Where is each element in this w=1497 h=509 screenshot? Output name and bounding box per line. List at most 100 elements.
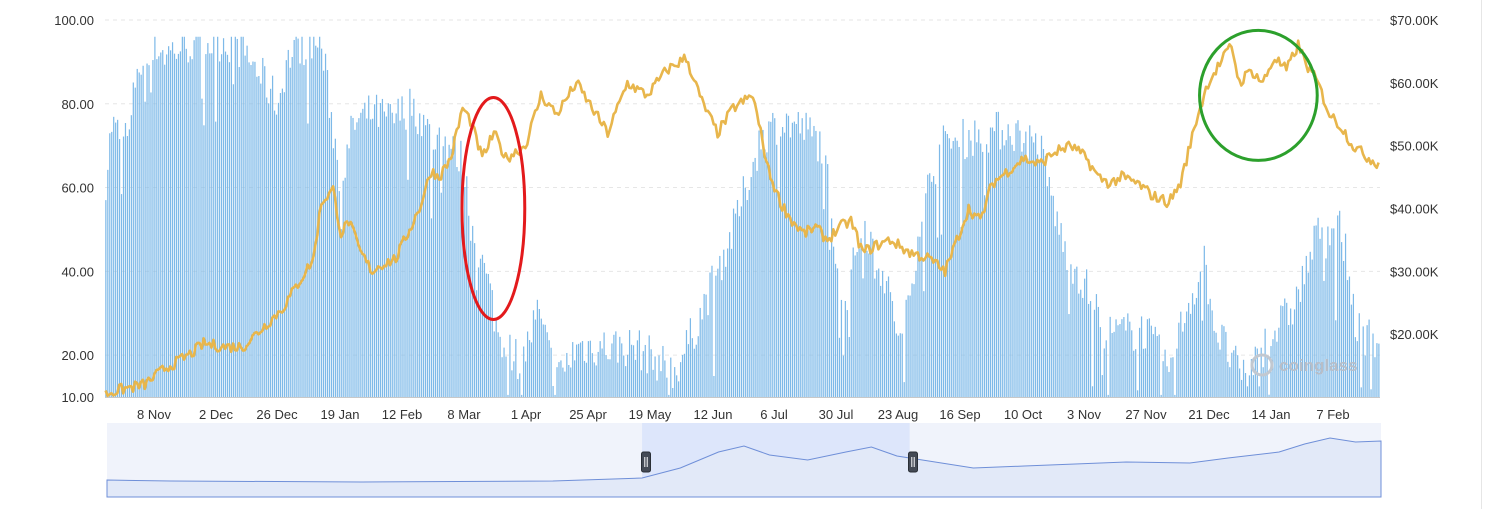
volume-bar <box>403 118 405 397</box>
volume-bar <box>1152 334 1154 397</box>
right-tick-label: $30.00K <box>1390 264 1439 279</box>
volume-bar <box>505 356 507 397</box>
volume-bar <box>550 347 552 397</box>
volume-bar <box>801 118 803 398</box>
volume-bar <box>1335 320 1337 397</box>
volume-bar <box>1319 238 1321 397</box>
volume-bar <box>1170 357 1172 397</box>
volume-bar <box>1366 325 1368 397</box>
x-tick-label: 6 Jul <box>760 407 788 422</box>
navigator-handle-grip[interactable] <box>641 451 651 473</box>
volume-bar <box>1225 331 1227 397</box>
navigator[interactable] <box>106 423 1382 498</box>
volume-bar <box>936 237 939 397</box>
volume-bar <box>899 333 901 397</box>
volume-bar <box>299 63 301 398</box>
volume-bar <box>279 93 282 397</box>
volume-bar <box>923 291 925 397</box>
volume-bar <box>1227 361 1229 397</box>
volume-bar <box>1186 311 1188 397</box>
navigator-handle-right[interactable] <box>908 451 918 473</box>
volume-bar <box>468 215 470 397</box>
volume-bar <box>338 191 340 397</box>
volume-bar <box>472 225 474 397</box>
x-tick-label: 27 Nov <box>1125 407 1167 422</box>
volume-bar <box>342 180 344 397</box>
volume-bar <box>903 382 905 397</box>
volume-bar <box>538 309 540 397</box>
volume-bar <box>477 267 480 397</box>
volume-bar <box>609 359 611 397</box>
grid <box>105 19 1380 398</box>
volume-bar <box>1276 341 1278 397</box>
volume-bar <box>1021 151 1023 397</box>
volume-bar <box>919 236 921 397</box>
volume-bar <box>972 155 974 397</box>
volume-bar <box>260 83 262 397</box>
volume-bar <box>1219 349 1221 397</box>
volume-bar <box>1097 306 1100 397</box>
volume-bar <box>1268 394 1270 397</box>
volume-bar <box>689 318 692 397</box>
volume-bar <box>1189 313 1192 397</box>
volume-bar <box>1111 332 1113 397</box>
volume-bar <box>1040 135 1043 398</box>
volume-bar <box>1125 330 1127 397</box>
volume-bar <box>607 359 609 397</box>
watermark-icon <box>1250 353 1274 377</box>
volume-bar <box>617 362 619 397</box>
volume-bar <box>1376 343 1378 397</box>
volume-bar <box>589 340 591 397</box>
volume-bar <box>287 49 289 397</box>
volume-bar <box>450 148 452 397</box>
volume-bar <box>611 343 613 397</box>
volume-bar <box>850 269 852 397</box>
volume-bar <box>1082 297 1084 397</box>
volume-bar <box>215 121 217 397</box>
volume-bar <box>436 134 438 397</box>
volume-bar <box>1339 210 1341 397</box>
volume-bar <box>876 270 878 397</box>
volume-bar <box>831 218 833 397</box>
x-tick-label: 8 Mar <box>447 407 481 422</box>
volume-bar <box>519 373 521 397</box>
volume-bar <box>1107 394 1109 397</box>
volume-bar <box>158 56 160 397</box>
volume-bar <box>756 170 758 397</box>
navigator-handle-left[interactable] <box>641 451 651 473</box>
volume-bar <box>240 36 242 397</box>
navigator-handle-grip[interactable] <box>908 451 918 473</box>
volume-bar <box>933 176 935 397</box>
volume-bar <box>109 133 111 397</box>
volume-bar <box>1035 133 1037 397</box>
volume-bar <box>1025 131 1027 398</box>
volume-bar <box>297 38 299 398</box>
volume-bar <box>809 117 811 397</box>
volume-bar <box>827 164 829 397</box>
volume-bar <box>1313 225 1315 397</box>
volume-bar <box>893 321 896 397</box>
volume-bar <box>803 139 805 397</box>
volume-bar <box>487 273 489 397</box>
x-tick-label: 23 Aug <box>878 407 919 422</box>
volume-bar <box>1317 217 1319 397</box>
volume-bar <box>734 213 737 397</box>
volume-bar <box>666 377 668 397</box>
volume-bar <box>1029 125 1031 398</box>
volume-bar <box>166 54 168 397</box>
volume-bar <box>1321 227 1323 397</box>
volume-bar <box>613 334 615 397</box>
volume-bar <box>419 113 421 397</box>
volume-bar <box>842 355 845 397</box>
volume-bar <box>1052 195 1054 397</box>
volume-bar <box>656 380 658 397</box>
volume-bar <box>982 151 984 397</box>
volume-bar <box>1215 332 1217 397</box>
volume-bar <box>738 216 741 397</box>
volume-bar <box>654 356 656 397</box>
volume-bar <box>118 139 121 397</box>
volume-bar <box>1299 301 1302 397</box>
volume-bar <box>1015 123 1017 397</box>
volume-bar <box>1095 294 1098 397</box>
volume-bar <box>458 171 460 397</box>
